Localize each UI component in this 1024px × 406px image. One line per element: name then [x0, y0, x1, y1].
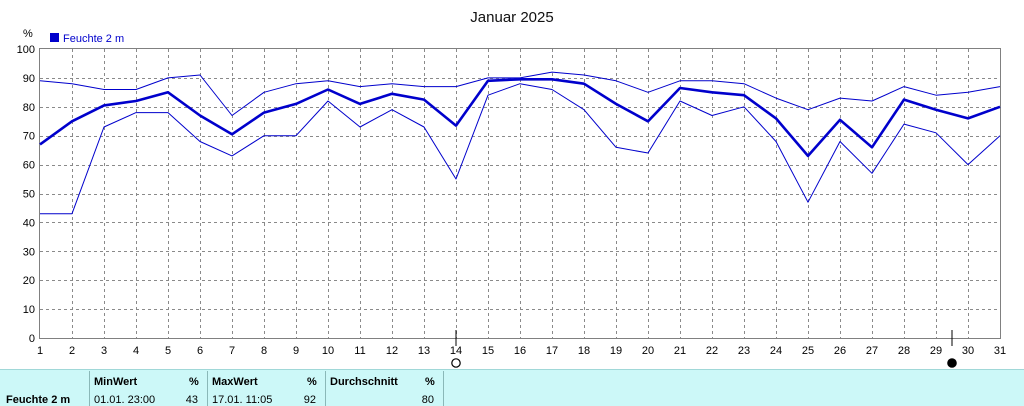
x-tick-label: 18	[578, 345, 590, 357]
humidity-chart: Januar 2025 % Feuchte 2 m 0 10 20 30 40 50 60 7…	[17, 9, 1006, 368]
grid-lines	[40, 49, 1000, 338]
new-moon-icon	[947, 358, 957, 368]
x-tick-label: 10	[322, 345, 334, 357]
series-line-average	[39, 78, 1001, 158]
min-timestamp: 01.01. 23:00	[94, 394, 156, 406]
x-tick-label: 6	[197, 345, 203, 357]
x-tick-label: 24	[770, 345, 782, 357]
stats-separator	[89, 371, 90, 406]
x-tick-label: 13	[418, 345, 430, 357]
y-tick-label: 60	[23, 160, 35, 172]
max-unit: %	[307, 376, 317, 388]
y-tick-label: 90	[23, 73, 35, 85]
x-tick-label: 11	[354, 345, 365, 357]
x-tick-label: 22	[706, 345, 718, 357]
x-tick-label: 14	[450, 345, 462, 357]
x-tick-label: 25	[802, 345, 814, 357]
y-tick-label: 80	[23, 102, 35, 114]
x-tick-label: 1	[37, 345, 43, 357]
max-timestamp: 17.01. 11:05	[212, 394, 273, 406]
series-line-min	[40, 83, 1001, 215]
y-tick-label: 100	[17, 44, 35, 56]
y-tick-label: 30	[23, 246, 35, 258]
x-tick-label: 23	[738, 345, 750, 357]
max-header: MaxWert	[212, 376, 258, 388]
statistics-bar: Feuchte 2 m MinWert % 01.01. 23:00 43 Ma…	[0, 369, 1024, 406]
y-tick-label: 50	[23, 189, 35, 201]
stats-row-label: Feuchte 2 m	[6, 394, 71, 406]
stats-separator	[325, 371, 326, 406]
moon-markers	[451, 330, 957, 368]
y-tick-label: 40	[23, 217, 35, 229]
min-header: MinWert	[94, 376, 138, 388]
avg-unit: %	[425, 376, 435, 388]
x-tick-label: 29	[930, 345, 942, 357]
max-value: 92	[303, 394, 316, 406]
min-unit: %	[189, 376, 199, 388]
x-tick-label: 2	[69, 345, 75, 357]
x-tick-label: 3	[101, 345, 107, 357]
x-tick-label: 19	[610, 345, 622, 357]
series-lines	[39, 71, 1001, 215]
x-tick-label: 16	[514, 345, 526, 357]
full-moon-icon	[451, 358, 461, 368]
avg-value: 80	[421, 394, 434, 406]
x-tick-label: 27	[866, 345, 878, 357]
x-tick-label: 26	[834, 345, 846, 357]
x-tick-label: 31	[994, 345, 1006, 357]
legend-swatch	[50, 33, 59, 42]
series-line-max	[39, 71, 1001, 116]
x-tick-label: 15	[482, 345, 494, 357]
x-tick-label: 4	[133, 345, 139, 357]
x-tick-label: 20	[642, 345, 654, 357]
avg-header: Durchschnitt	[330, 376, 398, 388]
x-tick-label: 28	[898, 345, 910, 357]
x-tick-label: 12	[386, 345, 398, 357]
x-tick-label: 30	[962, 345, 974, 357]
stats-separator	[443, 371, 444, 406]
x-tick-label: 5	[165, 345, 171, 357]
y-tick-label: 0	[29, 333, 35, 345]
x-tick-label: 9	[293, 345, 299, 357]
chart-title: Januar 2025	[470, 9, 553, 26]
plot-frame	[39, 48, 1001, 339]
min-value: 43	[185, 394, 198, 406]
y-tick-label: 70	[23, 131, 35, 143]
y-axis-unit: %	[23, 28, 33, 40]
y-tick-label: 20	[23, 275, 35, 287]
x-tick-label: 21	[674, 345, 686, 357]
x-tick-label: 7	[229, 345, 235, 357]
x-tick-label: 17	[546, 345, 558, 357]
y-tick-label: 10	[23, 304, 35, 316]
legend-label: Feuchte 2 m	[63, 33, 124, 45]
stats-separator	[207, 371, 208, 406]
x-tick-label: 8	[261, 345, 267, 357]
